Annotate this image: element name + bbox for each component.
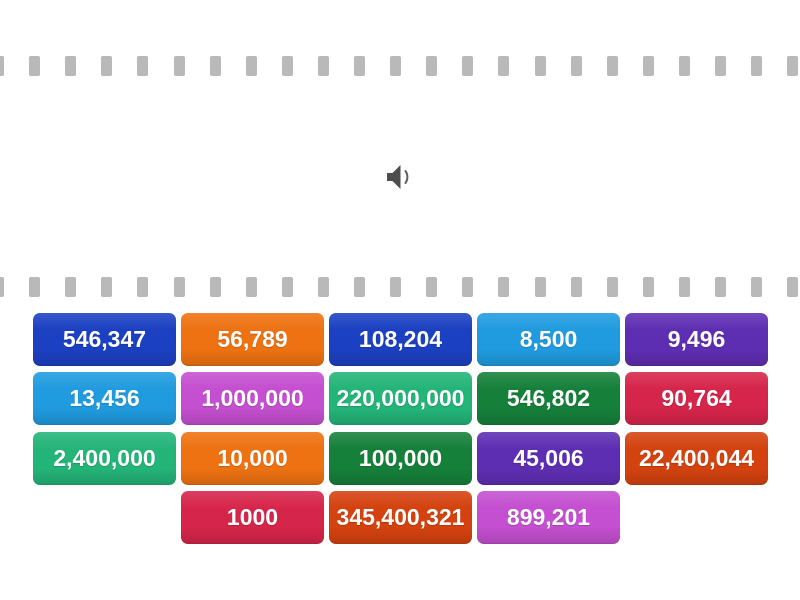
answer-tile-label: 90,764: [661, 385, 732, 411]
answer-tile-label: 108,204: [358, 326, 443, 352]
filmstrip-dash: [678, 56, 690, 76]
filmstrip-dash: [642, 277, 654, 297]
answer-tile-label: 220,000,000: [336, 385, 465, 411]
answer-tile[interactable]: 56,789: [181, 313, 324, 366]
filmstrip-bottom: [0, 277, 800, 297]
filmstrip-dash: [606, 277, 618, 297]
filmstrip-dash: [317, 277, 329, 297]
filmstrip-dash: [751, 56, 763, 76]
answer-tile[interactable]: 45,006: [477, 432, 620, 485]
answer-tile-label: 13,456: [69, 385, 140, 411]
audio-prompt-button[interactable]: [385, 162, 413, 192]
filmstrip-dash: [462, 277, 474, 297]
answer-tile[interactable]: 2,400,000: [33, 432, 176, 485]
filmstrip-dash: [245, 277, 257, 297]
answer-tile[interactable]: 9,496: [625, 313, 768, 366]
filmstrip-dash: [570, 277, 582, 297]
answer-tile[interactable]: 100,000: [329, 432, 472, 485]
answer-tile-label: 100,000: [358, 445, 443, 471]
answer-tile-label: 8,500: [519, 326, 578, 352]
filmstrip-dash: [101, 277, 113, 297]
filmstrip-dash: [426, 56, 438, 76]
filmstrip-dash: [751, 277, 763, 297]
answer-tile[interactable]: 1000: [181, 491, 324, 544]
filmstrip-dash: [642, 56, 654, 76]
filmstrip-dash: [65, 56, 77, 76]
answer-tile[interactable]: 1,000,000: [181, 372, 324, 425]
filmstrip-dash: [498, 277, 510, 297]
filmstrip-dash: [390, 277, 402, 297]
answer-tile[interactable]: 899,201: [477, 491, 620, 544]
filmstrip-dash: [245, 56, 257, 76]
filmstrip-dash: [29, 277, 41, 297]
filmstrip-dash: [317, 56, 329, 76]
filmstrip-dash: [606, 56, 618, 76]
answer-tile[interactable]: 108,204: [329, 313, 472, 366]
filmstrip-dash: [787, 277, 799, 297]
answer-tile-label: 9,496: [667, 326, 726, 352]
filmstrip-dash: [715, 277, 726, 297]
filmstrip-dash: [0, 56, 4, 76]
answer-tile[interactable]: 8,500: [477, 313, 620, 366]
speaker-icon: [387, 165, 409, 189]
answer-tile[interactable]: 22,400,044: [625, 432, 768, 485]
filmstrip-dash: [354, 56, 365, 76]
filmstrip-dash: [462, 56, 474, 76]
answer-tile-label: 22,400,044: [638, 445, 755, 471]
filmstrip-dash: [0, 277, 4, 297]
answer-tile-label: 345,400,321: [336, 504, 465, 530]
answer-tile-label: 2,400,000: [53, 445, 156, 471]
filmstrip-dash: [173, 56, 185, 76]
filmstrip-dash: [787, 56, 799, 76]
filmstrip-dash: [390, 56, 402, 76]
filmstrip-dash: [678, 277, 690, 297]
filmstrip-dash: [281, 277, 293, 297]
answer-tile-label: 56,789: [217, 326, 288, 352]
filmstrip-dash: [137, 56, 149, 76]
answer-tile-label: 546,802: [506, 385, 591, 411]
answer-tile-label: 546,347: [62, 326, 147, 352]
filmstrip-dash: [209, 277, 221, 297]
filmstrip-dash: [715, 56, 726, 76]
answer-tile-label: 45,006: [513, 445, 584, 471]
filmstrip-dash: [281, 56, 293, 76]
answer-tile[interactable]: 345,400,321: [329, 491, 472, 544]
filmstrip-dash: [101, 56, 113, 76]
filmstrip-dash: [426, 277, 438, 297]
filmstrip-dash: [65, 277, 77, 297]
answer-tile[interactable]: 10,000: [181, 432, 324, 485]
answer-tile-label: 10,000: [217, 445, 288, 471]
answer-tile[interactable]: 13,456: [33, 372, 176, 425]
answer-tile[interactable]: 220,000,000: [329, 372, 472, 425]
answer-tile-label: 1000: [226, 504, 279, 530]
filmstrip-dash: [173, 277, 185, 297]
answer-tile-label: 899,201: [506, 504, 591, 530]
filmstrip-dash: [209, 56, 221, 76]
filmstrip-dash: [29, 56, 41, 76]
answer-tile[interactable]: 546,802: [477, 372, 620, 425]
filmstrip-dash: [137, 277, 149, 297]
answer-tile-label: 1,000,000: [201, 385, 304, 411]
answer-tile[interactable]: 90,764: [625, 372, 768, 425]
answer-tile[interactable]: 546,347: [33, 313, 176, 366]
filmstrip-top: [0, 56, 800, 76]
filmstrip-dash: [354, 277, 365, 297]
filmstrip-dash: [534, 277, 546, 297]
filmstrip-dash: [498, 56, 510, 76]
filmstrip-dash: [534, 56, 546, 76]
filmstrip-dash: [570, 56, 582, 76]
